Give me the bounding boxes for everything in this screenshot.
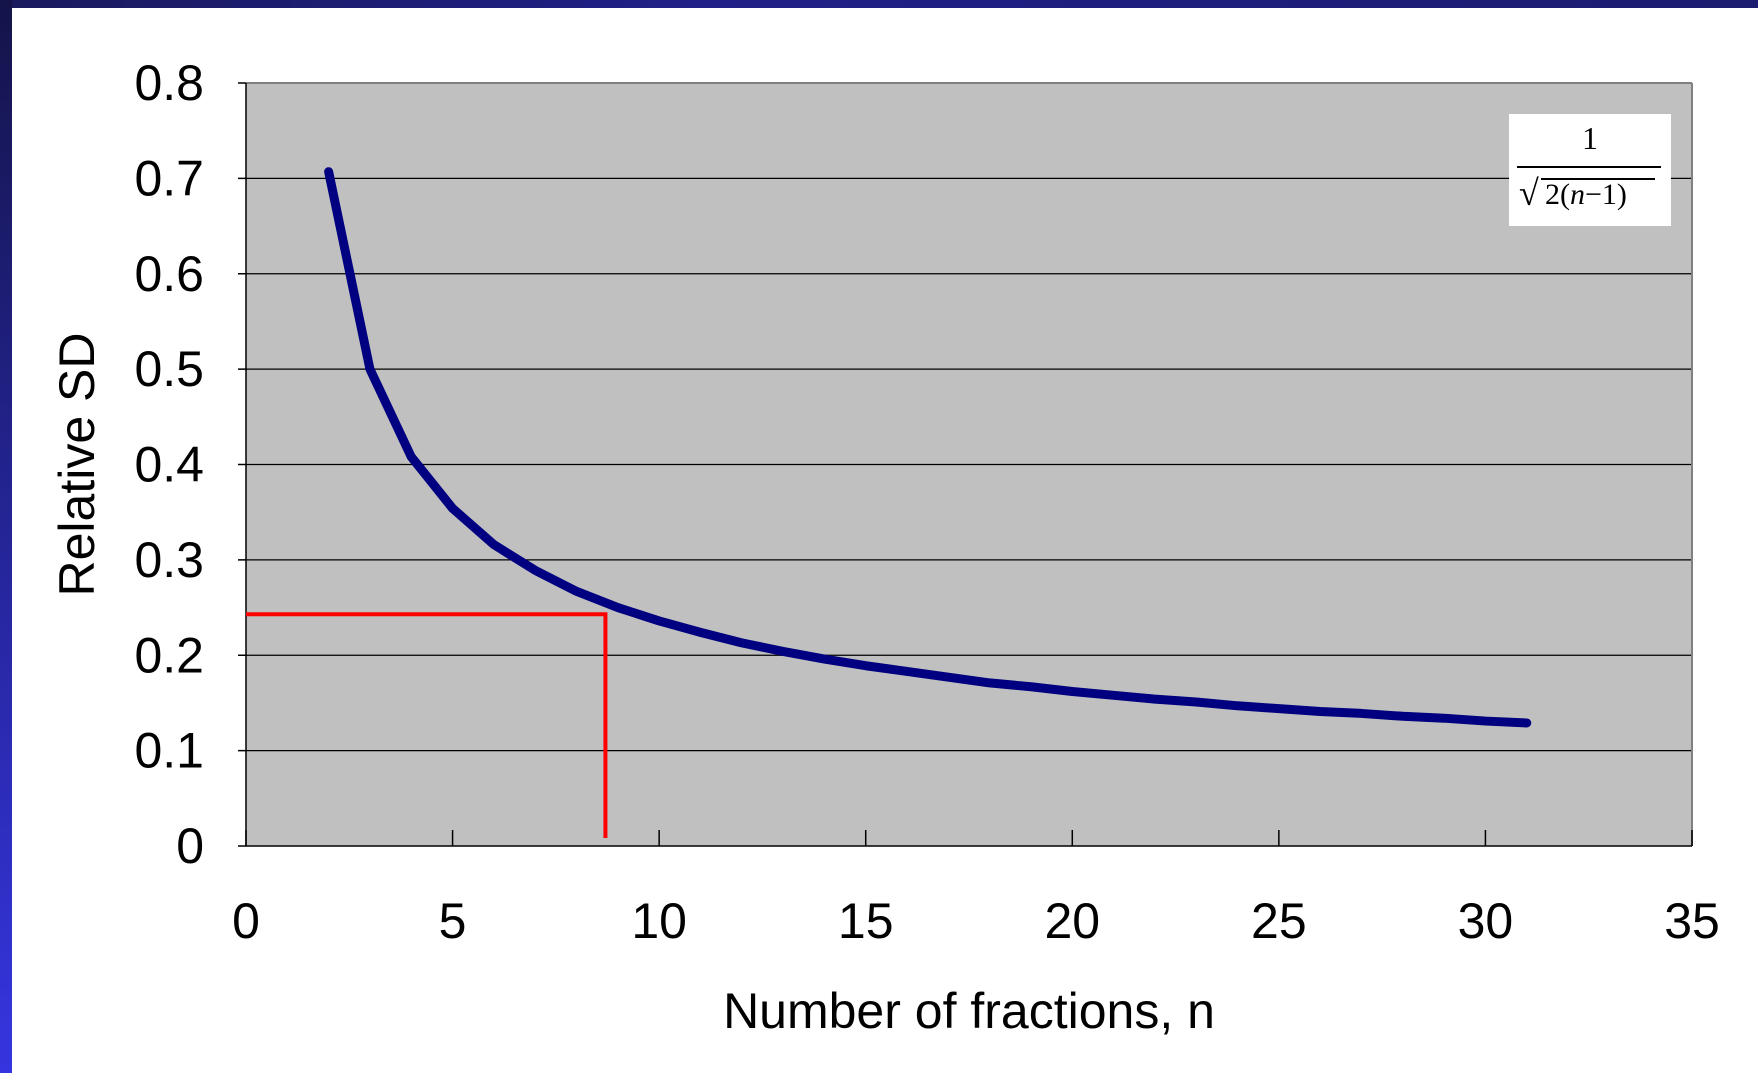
formula-fraction-bar [1517,166,1661,168]
x-tick-label: 30 [1458,893,1514,949]
y-tick-label: 0.1 [134,723,204,779]
x-tick-label: 25 [1251,893,1307,949]
sqrt-icon: √ [1519,173,1539,213]
formula-denominator: √ 2(n−1) [1519,170,1663,218]
y-tick-label: 0.4 [134,437,204,493]
x-tick-label: 15 [838,893,894,949]
formula-annotation: 1 √ 2(n−1) [1509,114,1671,226]
x-tick-label: 10 [631,893,687,949]
y-axis-title: Relative SD [49,333,105,597]
reference-line [246,612,608,838]
x-axis-title: Number of fractions, n [723,983,1215,1039]
x-tick-label: 35 [1664,893,1720,949]
sqrt-vinculum [1541,178,1655,180]
y-tick-label: 0.2 [134,627,204,683]
formula-numerator: 1 [1582,120,1598,156]
y-tick-label: 0 [176,818,204,874]
x-tick-label: 0 [232,893,260,949]
series-line [324,167,1532,728]
slide-top-band [0,0,1758,8]
y-tick-label: 0.6 [134,246,204,302]
x-tick-label: 5 [439,893,467,949]
y-tick-label: 0.3 [134,532,204,588]
y-tick-label: 0.8 [134,55,204,111]
formula-denominator-text: 2(n−1) [1545,178,1627,211]
slide-left-band [0,0,12,1073]
y-tick-label: 0.7 [134,150,204,206]
y-tick-label: 0.5 [134,341,204,397]
x-tick-label: 20 [1044,893,1100,949]
